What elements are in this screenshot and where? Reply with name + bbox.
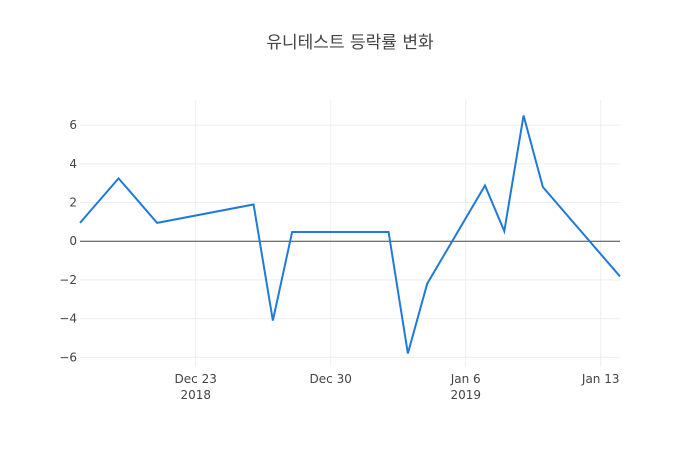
series-group — [79, 115, 621, 354]
x-axis-ticks: Dec 23 2018 Dec 30 Jan 6 2019 Jan 13 — [175, 372, 620, 402]
grid — [80, 100, 620, 367]
y-tick-label: −6 — [59, 350, 77, 364]
y-tick-label: 0 — [69, 234, 77, 248]
x-tick-label: Dec 30 — [310, 372, 352, 386]
x-tick-year-label: 2018 — [180, 388, 211, 402]
y-tick-label: −4 — [59, 312, 77, 326]
y-tick-label: 4 — [69, 157, 77, 171]
x-tick-label: Jan 13 — [581, 372, 620, 386]
y-tick-label: 6 — [69, 118, 77, 132]
x-tick-label: Dec 23 — [175, 372, 217, 386]
chart-title: 유니테스트 등락률 변화 — [266, 33, 434, 53]
y-tick-label: −2 — [59, 273, 77, 287]
x-tick-label: Jan 6 — [450, 372, 481, 386]
y-axis-ticks: −6 −4 −2 0 2 4 6 — [59, 118, 77, 364]
series-line — [79, 115, 621, 354]
x-tick-year-label: 2019 — [450, 388, 481, 402]
y-tick-label: 2 — [69, 196, 77, 210]
